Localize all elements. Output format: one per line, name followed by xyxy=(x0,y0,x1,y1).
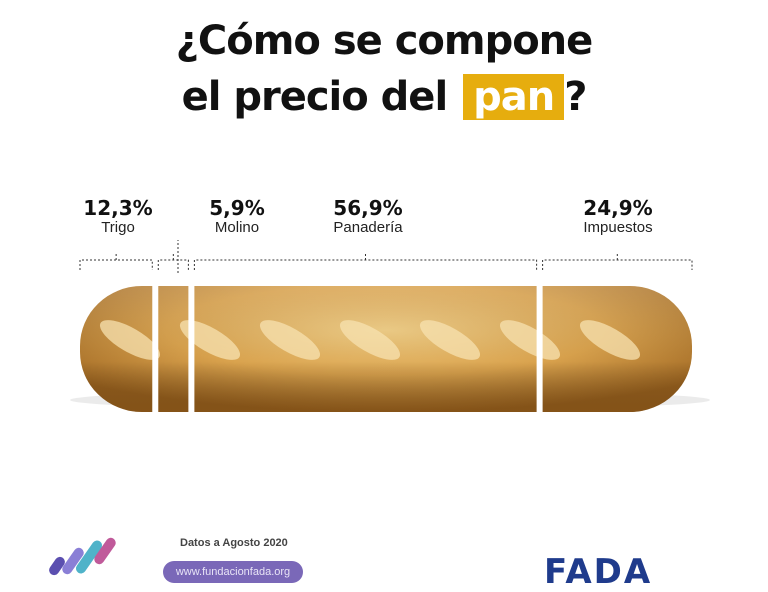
value-label-panaderia: 56,9% xyxy=(333,196,403,220)
bread-score-mark xyxy=(259,320,321,360)
bracket-panadería xyxy=(193,254,538,270)
bracket-molino xyxy=(157,254,189,270)
segment-label-molino: 5,9% Molino xyxy=(200,197,274,237)
value-label-molino: 5,9% xyxy=(209,196,265,220)
category-label-panaderia: Panadería xyxy=(333,219,403,236)
bread-loaf xyxy=(80,286,692,412)
bread-score-mark xyxy=(339,320,401,360)
bracket-trigo xyxy=(79,254,153,270)
value-label-trigo: 12,3% xyxy=(83,196,153,220)
date-note: Datos a Agosto 2020 xyxy=(180,537,288,549)
category-label-trigo: Trigo xyxy=(101,219,135,236)
segment-label-panaderia: 56,9% Panadería xyxy=(318,197,418,237)
fada-graphic-logo xyxy=(49,537,116,576)
website-link[interactable]: www.fundacionfada.org xyxy=(163,561,303,583)
title-prefix: el precio del xyxy=(181,74,461,120)
slice-gap-1 xyxy=(152,276,159,426)
fada-wordmark: FADA xyxy=(544,552,653,592)
title-line-1: ¿Cómo se compone xyxy=(175,18,594,64)
title-suffix: ? xyxy=(564,74,587,120)
bread-score-mark xyxy=(419,320,481,360)
bread-chart xyxy=(70,240,710,426)
bread-score-mark xyxy=(579,320,641,360)
category-label-molino: Molino xyxy=(214,219,260,236)
slice-gap-2 xyxy=(188,276,195,426)
bread-score-mark xyxy=(179,320,241,360)
segment-label-trigo: 12,3% Trigo xyxy=(80,197,156,237)
slice-gap-3 xyxy=(536,276,543,426)
category-label-impuestos: Impuestos xyxy=(583,219,653,236)
value-label-impuestos: 24,9% xyxy=(583,196,653,220)
segment-label-impuestos: 24,9% Impuestos xyxy=(566,197,670,237)
bread-score-mark xyxy=(99,320,161,360)
bracket-impuestos xyxy=(542,254,693,270)
bread-score-mark xyxy=(499,320,561,360)
title-highlight-word: pan xyxy=(463,74,565,120)
title-line-2: el precio del pan? xyxy=(0,70,768,124)
